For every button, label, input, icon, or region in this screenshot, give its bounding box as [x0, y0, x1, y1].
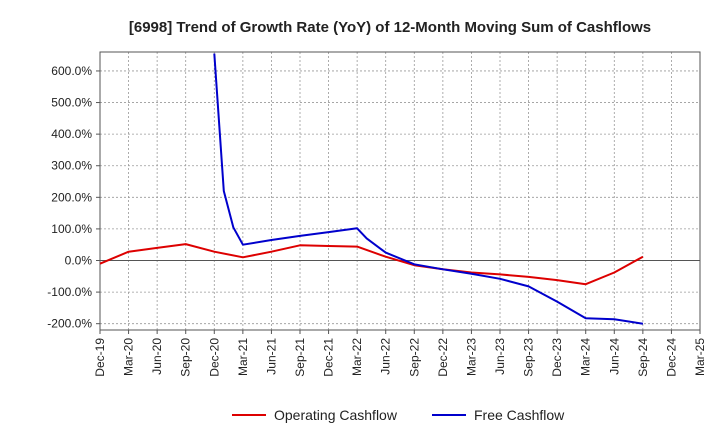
y-tick-label: 500.0%	[51, 96, 92, 110]
y-tick-label: 0.0%	[65, 254, 93, 268]
x-tick-label: Jun-21	[264, 338, 278, 375]
y-tick-label: 600.0%	[51, 64, 92, 78]
grid-layer	[99, 52, 701, 330]
x-tick-label: Dec-23	[550, 338, 564, 377]
x-tick-label: Dec-20	[207, 338, 221, 377]
x-tick-label: Sep-23	[522, 338, 536, 377]
x-tick-label: Jun-22	[379, 338, 393, 375]
y-tick-label: -100.0%	[47, 285, 92, 299]
y-tick-label: 400.0%	[51, 127, 92, 141]
series-line-operating-cashflow	[99, 243, 644, 286]
legend: Operating Cashflow Free Cashflow	[232, 407, 565, 423]
chart-title: [6998] Trend of Growth Rate (YoY) of 12-…	[129, 19, 651, 36]
x-tick-label: Dec-19	[93, 338, 107, 377]
y-tick-label: 200.0%	[51, 190, 92, 204]
x-tick-label: Sep-24	[636, 338, 650, 377]
x-tick-label: Mar-21	[236, 338, 250, 376]
x-tick-label: Sep-22	[407, 338, 421, 377]
x-tick-label: Jun-23	[493, 338, 507, 375]
x-tick-label: Mar-25	[693, 338, 707, 376]
legend-label: Free Cashflow	[474, 407, 565, 423]
x-tick-label: Mar-23	[464, 338, 478, 376]
x-tick-label: Sep-20	[179, 338, 193, 377]
axis-layer: Dec-19 Mar-20 Jun-20 Sep-20 Dec-20 Mar-21 Jun-…	[47, 51, 707, 377]
x-tick-label: Mar-24	[579, 338, 593, 376]
y-tick-label: 100.0%	[51, 222, 92, 236]
series-layer	[99, 53, 644, 325]
y-tick-label: -200.0%	[47, 317, 92, 331]
x-tick-label: Sep-21	[293, 338, 307, 377]
x-tick-label: Jun-24	[607, 338, 621, 375]
x-tick-label: Dec-24	[664, 338, 678, 377]
legend-label: Operating Cashflow	[274, 407, 398, 423]
x-tick-label: Mar-22	[350, 338, 364, 376]
x-tick-label: Mar-20	[122, 338, 136, 376]
x-tick-label: Jun-20	[150, 338, 164, 375]
x-tick-label: Dec-21	[322, 338, 336, 377]
plot-frame	[99, 51, 701, 331]
series-line-free-cashflow	[213, 53, 644, 325]
x-tick-label: Dec-22	[436, 338, 450, 377]
y-tick-label: 300.0%	[51, 159, 92, 173]
